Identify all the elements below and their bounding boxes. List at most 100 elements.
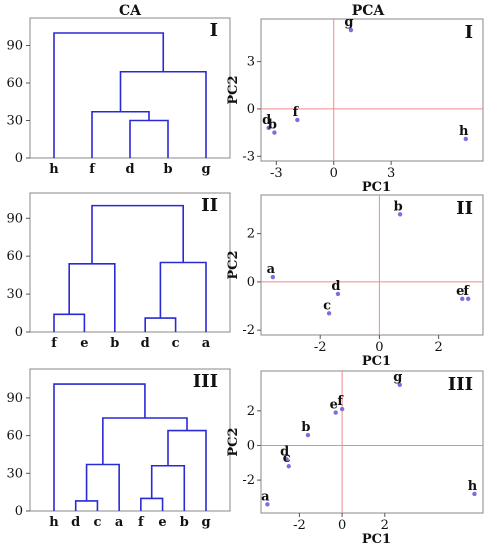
- dendrogram-ytick-label-III: 0: [15, 504, 23, 519]
- dendrogram-leaf-label-I: d: [125, 162, 134, 177]
- scatter-point-label-b-II: b: [394, 199, 403, 214]
- scatter-ytick-label-III: 0: [247, 438, 255, 453]
- scatter-point-label-h-III: h: [468, 479, 478, 494]
- scatter-point-h-III: [472, 491, 477, 497]
- scatter-ytick-label-II: 2: [247, 227, 255, 242]
- scatter-ylabel-II: PC2: [226, 250, 241, 279]
- dendrogram-leaf-label-II: d: [141, 336, 150, 351]
- scatter-point-g-I: [348, 27, 354, 33]
- dendrogram-ytick-label-I: 60: [6, 76, 23, 91]
- scatter-point-label-c-III: c: [283, 451, 291, 466]
- panel-label-pca-III: III: [448, 374, 473, 395]
- dendrogram-ytick-label-III: 90: [6, 391, 23, 406]
- scatter-point-label-f-III: f: [337, 394, 344, 409]
- scatter-point-label-d-III: d: [280, 444, 289, 459]
- dendrogram-leaf-label-III: a: [115, 515, 124, 530]
- dendrogram-link-I: [53, 32, 165, 158]
- dendrogram-link-II: [68, 262, 116, 332]
- scatter-ytick-label-I: 3: [247, 55, 255, 70]
- scatter-point-label-c-II: c: [323, 298, 331, 313]
- dendrogram-frame-III: [29, 368, 231, 512]
- scatter-point-c-III: [286, 464, 291, 469]
- scatter-ytick-label-I: 0: [247, 102, 255, 117]
- dendrogram-link-II: [159, 261, 207, 332]
- scatter-point-e-III: [333, 410, 338, 415]
- dendrogram-leaf-label-II: e: [80, 336, 88, 351]
- dendrogram-link-III: [74, 500, 99, 511]
- scatter-point-g-III: [397, 382, 402, 388]
- scatter-point-f-II: [466, 296, 471, 301]
- panel-label-ca-III: III: [193, 371, 218, 392]
- scatter-xtick-label-II: 0: [375, 340, 383, 355]
- dendrogram-link-III: [102, 417, 188, 465]
- scatter-point-h-I: [463, 136, 468, 142]
- scatter-ylabel-I: PC2: [226, 75, 241, 104]
- scatter-ytick-label-I: -3: [242, 149, 255, 164]
- dendrogram-link-III: [53, 383, 146, 511]
- panel-label-ca-II: II: [201, 195, 218, 216]
- scatter-point-f-I: [295, 117, 300, 123]
- scatter-point-label-a-II: a: [267, 262, 276, 277]
- dendrogram-leaf-label-II: f: [51, 336, 58, 351]
- dendrogram-ytick-label-III: 30: [6, 466, 23, 481]
- dendrogram-link-I: [129, 119, 169, 158]
- scatter-point-label-b-III: b: [301, 420, 310, 435]
- scatter-point-b-I: [272, 130, 277, 135]
- scatter-frame-III: [260, 370, 484, 514]
- dendrogram-link-II: [144, 317, 177, 332]
- scatter-point-d-I: [266, 125, 271, 131]
- scatter-ytick-label-III: 2: [247, 404, 255, 419]
- dendrogram-ytick-label-II: 90: [6, 211, 23, 226]
- dendrogram-ytick-label-II: 30: [6, 287, 23, 302]
- dendrogram-link-III: [150, 464, 186, 511]
- dendrogram-ytick-label-I: 30: [6, 114, 23, 129]
- scatter-frame-II: [260, 194, 484, 336]
- dendrogram-leaf-label-III: b: [180, 515, 189, 530]
- dendrogram-link-II: [53, 313, 86, 332]
- dendrogram-leaf-label-III: f: [138, 515, 145, 530]
- scatter-xlabel-II: PC1: [362, 354, 391, 369]
- panel-label-ca-I: I: [210, 20, 218, 41]
- scatter-point-label-b-I: b: [268, 118, 277, 133]
- scatter-point-label-h-I: h: [459, 124, 469, 139]
- scatter-point-label-e-III: e: [330, 398, 338, 413]
- scatter-xtick-label-I: -3: [270, 166, 283, 181]
- scatter-xlabel-I: PC1: [362, 180, 391, 195]
- panel-label-pca-I: I: [465, 22, 473, 43]
- scatter-point-c-II: [326, 311, 332, 316]
- scatter-ylabel-III: PC2: [226, 427, 241, 456]
- dendrogram-leaf-label-II: c: [172, 336, 180, 351]
- header-ca: CA: [119, 3, 142, 19]
- dendrogram-leaf-label-III: h: [49, 515, 59, 530]
- dendrogram-leaf-label-I: h: [49, 162, 59, 177]
- dendrogram-ytick-label-I: 90: [6, 39, 23, 54]
- scatter-point-d-III: [284, 457, 289, 462]
- dendrogram-leaf-label-III: e: [158, 515, 166, 530]
- dendrogram-ytick-label-III: 60: [6, 429, 23, 444]
- scatter-point-b-II: [397, 212, 403, 217]
- dendrogram-leaf-label-I: f: [89, 162, 96, 177]
- scatter-xlabel-III: PC1: [362, 532, 391, 547]
- dendrogram-ytick-label-I: 0: [15, 151, 23, 166]
- dendrogram-leaf-label-III: c: [93, 515, 101, 530]
- scatter-xtick-label-I: 3: [387, 166, 395, 181]
- dendrogram-leaf-label-III: d: [71, 515, 80, 530]
- dendrogram-leaf-label-II: b: [110, 336, 119, 351]
- dendrogram-link-II: [91, 204, 184, 264]
- scatter-xtick-label-III: 0: [338, 518, 346, 533]
- dendrogram-link-III: [167, 429, 207, 511]
- dendrogram-leaf-label-I: b: [163, 162, 172, 177]
- scatter-xtick-label-I: 0: [330, 166, 338, 181]
- dendrogram-leaf-label-III: g: [201, 515, 210, 530]
- dendrogram-frame-II: [29, 192, 231, 333]
- scatter-point-label-g-III: g: [393, 370, 402, 385]
- dendrogram-link-I: [119, 70, 207, 158]
- dendrogram-leaf-label-I: g: [201, 162, 210, 177]
- dendrogram-ytick-label-II: 60: [6, 249, 23, 264]
- scatter-ytick-label-II: -2: [242, 323, 255, 338]
- scatter-point-label-f-II: f: [463, 284, 470, 299]
- scatter-point-label-d-II: d: [331, 279, 340, 294]
- scatter-point-f-III: [339, 406, 345, 412]
